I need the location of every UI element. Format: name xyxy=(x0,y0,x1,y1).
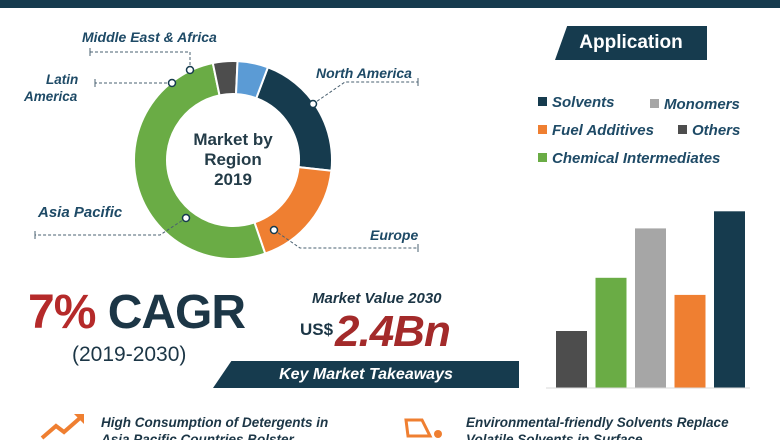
donut-segment-middle-east-africa xyxy=(234,60,270,100)
takeaway-1-line-1: High Consumption of Detergents in xyxy=(101,415,329,430)
legend-label-solvents: Solvents xyxy=(552,94,615,111)
dot-north-america xyxy=(308,99,318,109)
label-europe: Europe xyxy=(370,227,419,243)
market-value-title: Market Value 2030 xyxy=(312,290,442,307)
bar-others xyxy=(556,331,587,388)
takeaway-2-line-2: Volatile Solvents in Surface xyxy=(466,432,643,440)
takeaway-2: Environmental-friendly Solvents Replace … xyxy=(466,414,729,440)
leader-europe xyxy=(273,229,418,249)
legend-label-chemical-intermediates: Chemical Intermediates xyxy=(552,150,721,167)
legend-swatch-monomers xyxy=(650,99,659,108)
cagr-label: CAGR xyxy=(107,286,246,339)
market-value-amount: 2.4Bn xyxy=(335,307,451,356)
legend-item-fuel-additives: Fuel Additives xyxy=(538,122,654,139)
application-heading: Application xyxy=(555,26,707,60)
center-line-1: Market by xyxy=(193,130,273,149)
legend-swatch-others xyxy=(678,125,687,134)
cagr-period: (2019-2030) xyxy=(72,343,187,366)
center-line-2: Region xyxy=(204,150,262,169)
takeaway-2-line-1: Environmental-friendly Solvents Replace xyxy=(466,415,729,430)
region-donut-chart xyxy=(34,48,419,260)
label-america: America xyxy=(24,89,78,104)
key-market-takeaways-banner: Key Market Takeaways xyxy=(213,361,519,388)
donut-segment-asia-pacific xyxy=(133,61,267,260)
legend-swatch-fuel-additives xyxy=(538,125,547,134)
legend-item-chemical-intermediates: Chemical Intermediates xyxy=(538,150,720,167)
flask-icon xyxy=(404,418,442,438)
leader-asia-pacific xyxy=(35,217,187,236)
top-banner-bar xyxy=(0,0,780,8)
leader-mea xyxy=(90,51,191,70)
label-asia-pacific: Asia Pacific xyxy=(38,204,123,221)
takeaway-1-line-2: Asia Pacific Countries Bolster xyxy=(101,432,294,440)
legend-swatch-solvents xyxy=(538,97,547,106)
label-middle-east-africa: Middle East & Africa xyxy=(82,29,217,45)
donut-center-title: Market by Region 2019 xyxy=(168,130,298,190)
legend-item-monomers: Monomers xyxy=(650,96,740,113)
leader-north-america xyxy=(312,81,418,105)
legend-swatch-chemical-intermediates xyxy=(538,153,547,162)
application-bar-chart xyxy=(546,211,750,389)
dot-latin-america xyxy=(167,78,177,88)
legend-item-solvents: Solvents xyxy=(538,94,615,111)
growth-arrow-icon xyxy=(40,414,84,440)
market-value-currency: US$ xyxy=(300,320,334,339)
dot-mea xyxy=(185,65,195,75)
center-line-3: 2019 xyxy=(214,170,252,189)
label-north-america: North America xyxy=(316,65,412,81)
bar-monomers xyxy=(635,228,666,388)
bar-fuel-additives xyxy=(674,294,706,388)
application-legend: Solvents Monomers Fuel Additives Others … xyxy=(538,92,768,182)
legend-label-fuel-additives: Fuel Additives xyxy=(552,122,654,139)
dot-asia-pacific xyxy=(181,213,191,223)
dot-europe xyxy=(269,225,279,235)
label-latin: Latin xyxy=(46,72,79,87)
bar-chemical-intermediates xyxy=(595,277,627,388)
cagr-percent: 7% xyxy=(28,286,96,339)
legend-label-monomers: Monomers xyxy=(664,96,740,113)
takeaway-1: High Consumption of Detergents in Asia P… xyxy=(101,414,328,440)
cagr-figure: 7% CAGR xyxy=(28,283,246,343)
legend-item-others: Others xyxy=(678,122,740,139)
bar-solvents xyxy=(714,211,745,388)
legend-label-others: Others xyxy=(692,122,741,139)
